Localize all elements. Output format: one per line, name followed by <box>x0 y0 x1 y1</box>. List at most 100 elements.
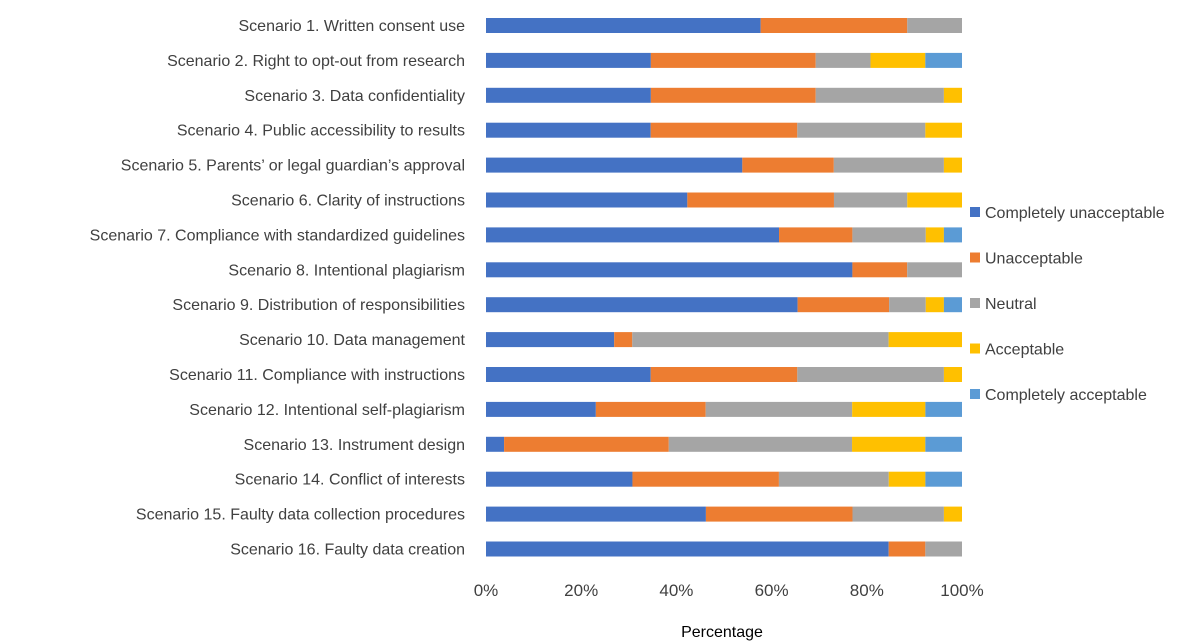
category-label: Scenario 3. Data confidentiality <box>244 88 465 105</box>
legend-label: Unacceptable <box>985 251 1083 268</box>
bar-segment-s4-row14 <box>888 471 926 487</box>
category-label: Scenario 10. Data management <box>239 332 465 349</box>
bar-segment-s3-row10 <box>632 332 889 348</box>
bar-segment-s1-row9 <box>486 297 798 313</box>
bar-segment-s5-row9 <box>943 297 962 313</box>
x-tick-label: 20% <box>564 581 598 600</box>
bar-segment-s1-row8 <box>486 262 853 278</box>
bar-segment-s3-row6 <box>833 192 908 208</box>
bar-segment-s1-row15 <box>486 506 706 522</box>
bar-segment-s3-row16 <box>925 541 962 557</box>
bar-segment-s1-row1 <box>486 18 761 33</box>
legend: Completely unacceptable Unacceptable Neutr… <box>970 205 1165 404</box>
bar-segment-s1-row13 <box>486 436 505 452</box>
category-label: Scenario 12. Intentional self-plagiarism <box>189 402 465 419</box>
legend-label: Neutral <box>985 296 1037 313</box>
bar-segment-s4-row12 <box>852 401 926 417</box>
bar-segment-s2-row8 <box>852 262 908 278</box>
bar-segment-s2-row2 <box>650 52 816 68</box>
bar-segment-s2-row15 <box>705 506 853 522</box>
category-label: Scenario 13. Instrument design <box>244 437 465 454</box>
bar-segment-s4-row2 <box>870 52 926 68</box>
x-tick-label: 60% <box>755 581 789 600</box>
category-label: Scenario 11. Compliance with instruction… <box>169 367 465 384</box>
category-label: Scenario 9. Distribution of responsibili… <box>172 297 465 314</box>
bar-segment-s4-row6 <box>907 192 962 208</box>
bar-segment-s3-row15 <box>852 506 944 522</box>
bar-segment-s1-row10 <box>486 332 615 348</box>
bar-segment-s2-row5 <box>742 157 834 173</box>
x-tick-labels: 0% 20% 40% 60% 80% 100% <box>474 581 984 600</box>
category-label: Scenario 1. Written consent use <box>239 18 466 35</box>
bar-segment-s1-row3 <box>486 87 651 103</box>
bar-segment-s4-row7 <box>925 227 944 243</box>
bar-segment-s3-row3 <box>815 87 944 103</box>
bars-group <box>486 18 962 557</box>
bar-segment-s3-row7 <box>852 227 926 243</box>
bar-segment-s3-row8 <box>907 262 962 278</box>
bar-segment-s3-row14 <box>778 471 889 487</box>
bar-segment-s4-row15 <box>943 506 962 522</box>
legend-swatch <box>970 207 980 217</box>
category-label: Scenario 16. Faulty data creation <box>230 542 465 559</box>
x-tick-label: 0% <box>474 581 499 600</box>
bar-segment-s2-row12 <box>595 401 706 417</box>
bar-segment-s2-row4 <box>650 122 798 138</box>
bar-segment-s4-row3 <box>943 87 962 103</box>
category-label: Scenario 4. Public accessibility to resu… <box>177 123 465 140</box>
bar-segment-s2-row3 <box>650 87 816 103</box>
bar-segment-s2-row14 <box>632 471 779 487</box>
bar-segment-s4-row9 <box>925 297 944 313</box>
bar-segment-s5-row13 <box>925 436 962 452</box>
category-label: Scenario 8. Intentional plagiarism <box>228 262 465 279</box>
x-tick-label: 80% <box>850 581 884 600</box>
bar-segment-s3-row4 <box>797 122 926 138</box>
category-label: Scenario 2. Right to opt-out from resear… <box>167 53 465 70</box>
bar-segment-s4-row4 <box>925 122 962 138</box>
bar-segment-s2-row11 <box>650 367 798 382</box>
bar-segment-s1-row4 <box>486 122 651 138</box>
bar-segment-s2-row13 <box>504 436 669 452</box>
category-label: Scenario 7. Compliance with standardized… <box>90 227 465 244</box>
category-label: Scenario 14. Conflict of interests <box>235 472 465 489</box>
x-axis-title: Percentage <box>681 624 763 641</box>
bar-segment-s2-row9 <box>797 297 890 313</box>
bar-segment-s3-row12 <box>705 401 853 417</box>
x-tick-label: 100% <box>940 581 983 600</box>
bar-segment-s1-row5 <box>486 157 743 173</box>
legend-swatch <box>970 389 980 399</box>
bar-segment-s5-row12 <box>925 401 962 417</box>
bar-segment-s1-row7 <box>486 227 780 243</box>
bar-segment-s3-row1 <box>907 18 962 33</box>
bar-segment-s2-row6 <box>687 192 834 208</box>
bar-segment-s1-row12 <box>486 401 596 417</box>
bar-segment-s2-row10 <box>614 332 633 348</box>
category-label: Scenario 15. Faulty data collection proc… <box>136 507 465 524</box>
bar-segment-s2-row7 <box>779 227 853 243</box>
bar-segment-s4-row11 <box>943 367 962 382</box>
legend-label: Acceptable <box>985 342 1064 359</box>
bar-segment-s5-row2 <box>925 52 962 68</box>
bar-segment-s4-row10 <box>888 332 962 348</box>
bar-segment-s3-row5 <box>833 157 944 173</box>
bar-segment-s3-row9 <box>889 297 926 313</box>
bar-segment-s3-row11 <box>797 367 944 382</box>
legend-swatch <box>970 298 980 308</box>
category-label: Scenario 6. Clarity of instructions <box>231 193 465 210</box>
bar-segment-s2-row1 <box>760 18 908 33</box>
category-label: Scenario 5. Parents’ or legal guardian’s… <box>121 158 465 175</box>
legend-swatch <box>970 252 980 263</box>
bar-segment-s1-row11 <box>486 367 651 382</box>
bar-segment-s1-row6 <box>486 192 688 208</box>
bar-segment-s5-row7 <box>943 227 962 243</box>
legend-label: Completely unacceptable <box>985 205 1165 222</box>
legend-swatch <box>970 343 980 354</box>
bar-segment-s1-row14 <box>486 471 633 487</box>
bar-segment-s1-row16 <box>486 541 889 557</box>
bar-segment-s3-row13 <box>668 436 853 452</box>
x-tick-label: 40% <box>659 581 693 600</box>
bar-segment-s4-row13 <box>852 436 926 452</box>
bar-segment-s5-row14 <box>925 471 962 487</box>
legend-label: Completely acceptable <box>985 387 1147 404</box>
bar-segment-s3-row2 <box>815 52 871 68</box>
